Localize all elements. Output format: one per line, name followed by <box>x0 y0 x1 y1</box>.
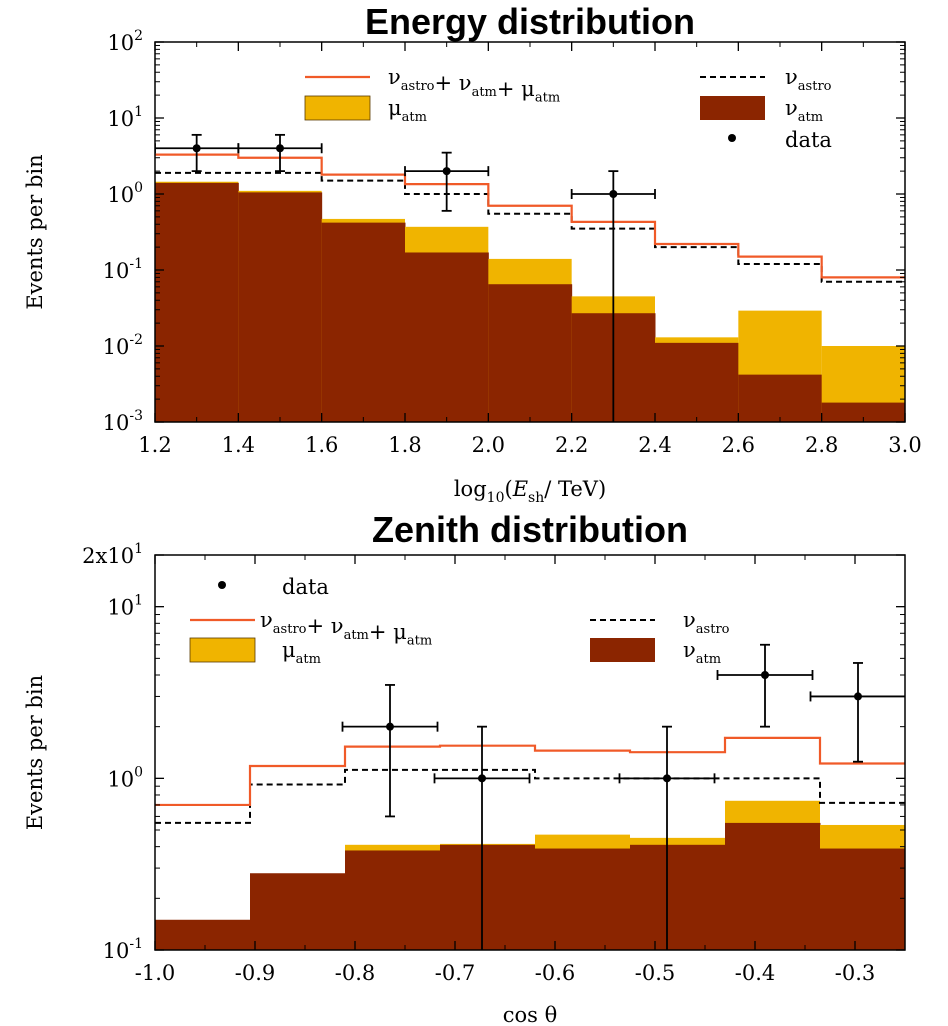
total-step-line <box>155 736 905 807</box>
y-axis-label: Events per bin <box>23 675 47 830</box>
legend-nu-atm-swatch <box>700 96 765 120</box>
data-point <box>442 167 451 176</box>
data-point <box>663 774 671 783</box>
legend-data-dot <box>218 581 226 589</box>
legend-label-1: νastro <box>785 65 832 94</box>
y-tick-label: 10-3 <box>103 408 143 435</box>
data-point <box>192 144 201 153</box>
nu-atm-bar <box>345 850 441 950</box>
legend-mu-atm-swatch <box>189 637 256 663</box>
nu-atm-bar <box>488 284 573 422</box>
data-point <box>478 774 486 783</box>
x-tick-label: -0.4 <box>735 961 776 985</box>
x-tick-label: 1.8 <box>388 433 421 457</box>
y-tick-label: 100 <box>107 764 143 791</box>
x-axis-label: log10(Esh/ TeV) <box>454 477 606 506</box>
nu-atm-bar <box>238 192 323 422</box>
y-tick-label: 102 <box>107 28 143 55</box>
x-tick-label: -1.0 <box>135 961 176 985</box>
legend-label-0: νastro+ νatm+ μatm <box>388 65 560 106</box>
x-tick-label: -0.7 <box>435 961 476 985</box>
chart-1: -1.0 -0.9 -0.8 -0.7 -0.6 -0.5 -0.4 -0.3 10-1 100 1… <box>23 541 906 1026</box>
nu-atm-bar <box>821 402 905 422</box>
x-tick-label: -0.8 <box>335 961 376 985</box>
x-tick-label: 2.6 <box>722 433 755 457</box>
nu-atm-bar <box>321 222 406 422</box>
plot-area-1 <box>155 643 905 950</box>
nu-atm-bar <box>630 844 726 950</box>
nu-atm-bar <box>440 844 536 950</box>
nu-atm-bar <box>535 848 631 950</box>
x-tick-label: -0.5 <box>635 961 676 985</box>
x-tick-label: 1.4 <box>222 433 255 457</box>
legend-label-3: νatm <box>785 96 823 125</box>
x-tick-label: 2.2 <box>555 433 588 457</box>
legend-label-3: μatm <box>282 638 321 667</box>
data-point <box>761 670 769 679</box>
x-axis-label: cos θ <box>503 1003 558 1026</box>
legend-label-4: νatm <box>683 638 721 667</box>
nu-atm-bar <box>655 342 739 422</box>
x-tick-label: 3.0 <box>888 433 921 457</box>
legend-label-1: νastro+ νatm+ μatm <box>260 608 432 649</box>
nu-atm-bar <box>155 919 251 950</box>
y-axis-label: Events per bin <box>23 154 47 309</box>
nu-atm-bar <box>250 873 346 950</box>
data-point <box>854 692 862 701</box>
nu-atm-bar <box>725 822 821 950</box>
data-point <box>276 144 284 153</box>
data-point <box>609 190 618 198</box>
y-tick-label: 2x101 <box>82 541 143 568</box>
x-tick-label: 2.4 <box>638 433 671 457</box>
legend-mu-atm-swatch <box>304 95 371 121</box>
nu-astro-step-line <box>155 171 905 283</box>
x-tick-label: -0.6 <box>535 961 576 985</box>
nu-atm-bar <box>155 182 239 422</box>
x-tick-label: 1.2 <box>138 433 171 457</box>
legend-label-4: data <box>785 128 832 152</box>
legend-label-0: data <box>282 575 329 599</box>
y-tick-label: 101 <box>107 104 143 131</box>
legend-nu-atm-swatch <box>590 638 655 662</box>
x-tick-label: 1.6 <box>305 433 338 457</box>
y-tick-label: 100 <box>107 180 143 207</box>
y-tick-label: 101 <box>107 593 143 620</box>
y-tick-label: 10-1 <box>103 256 143 283</box>
nu-atm-bar <box>405 252 489 422</box>
plot-frame <box>154 554 906 951</box>
x-tick-label: 2.0 <box>472 433 505 457</box>
x-tick-label: 2.8 <box>805 433 838 457</box>
legend-data-dot <box>728 134 736 142</box>
nu-atm-bar <box>820 848 905 950</box>
energy-chart-title: Energy distribution <box>364 1 695 42</box>
x-tick-label: -0.9 <box>235 961 276 985</box>
legend-label-2: μatm <box>388 96 427 125</box>
y-tick-label: 10-1 <box>103 936 143 963</box>
nu-atm-bar <box>738 374 823 422</box>
legend-label-2: νastro <box>683 608 730 637</box>
total-step-line <box>155 153 905 279</box>
plot-area-0 <box>155 133 905 422</box>
x-tick-label: -0.3 <box>835 961 876 985</box>
legend-1: data νastro+ νatm+ μatm νastro μatm νatm <box>189 575 730 667</box>
y-tick-label: 10-2 <box>103 332 143 359</box>
data-point <box>386 722 394 731</box>
zenith-chart-title: Zenith distribution <box>372 509 688 550</box>
chart-0: 1.2 1.4 1.6 1.8 2.0 2.2 2.4 2.6 2.8 3.0 10-3 10-2 10… <box>23 28 922 506</box>
legend-0: νastro+ νatm+ μatm νastro μatm νatm data <box>304 65 832 152</box>
